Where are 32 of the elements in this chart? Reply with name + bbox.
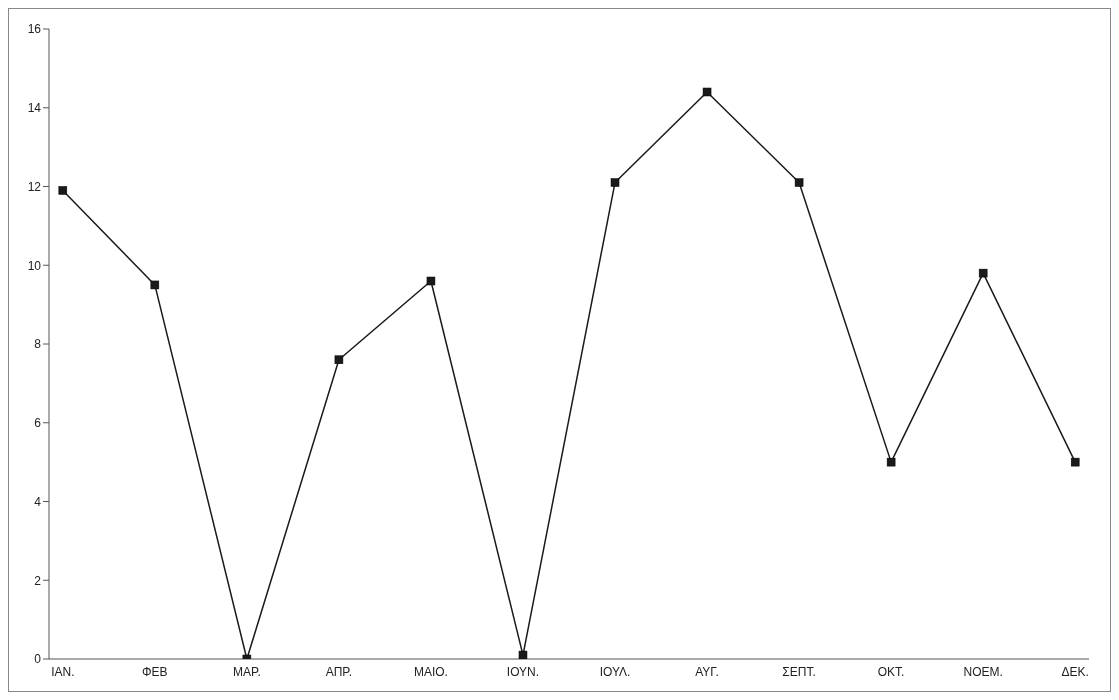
x-tick-label: ΣΕΠΤ. [782,664,816,679]
x-tick-label: ΝΟΕΜ. [963,664,1003,679]
x-tick-label: ΜΑΡ. [232,664,261,679]
x-tick-label: ΙΟΥΛ. [599,664,631,679]
y-tick-label: 12 [27,179,42,194]
y-tick-label: 0 [34,652,42,667]
y-tick-label: 14 [27,101,42,116]
x-tick-label: ΙΑΝ. [51,664,75,679]
x-tick-label: ΟΚΤ. [877,664,905,679]
point [1070,457,1080,467]
point [794,178,804,187]
point [886,457,896,467]
y-tick-label: 4 [34,494,42,509]
y-tick-label: 8 [34,337,42,352]
x-tick-label: ΔΕΚ. [1061,664,1089,679]
point [610,178,620,187]
x-tick-label: ΑΠΡ. [325,664,353,679]
point [334,355,344,364]
y-tick-label: 10 [27,258,42,273]
y-tick-label: 6 [34,416,42,431]
y-tick-label: 16 [27,22,42,37]
point [702,87,712,97]
y-tick-label: 2 [34,573,42,588]
point [978,268,988,278]
point [58,186,68,195]
point [150,280,160,290]
x-tick-label: ΦΕΒ [142,664,168,679]
x-tick-label: ΑΥΓ. [695,664,719,679]
x-tick-label: ΜΑΙΟ. [413,664,448,679]
point [426,276,436,286]
x-tick-label: ΙΟΥΝ. [506,664,540,679]
point [518,650,528,659]
